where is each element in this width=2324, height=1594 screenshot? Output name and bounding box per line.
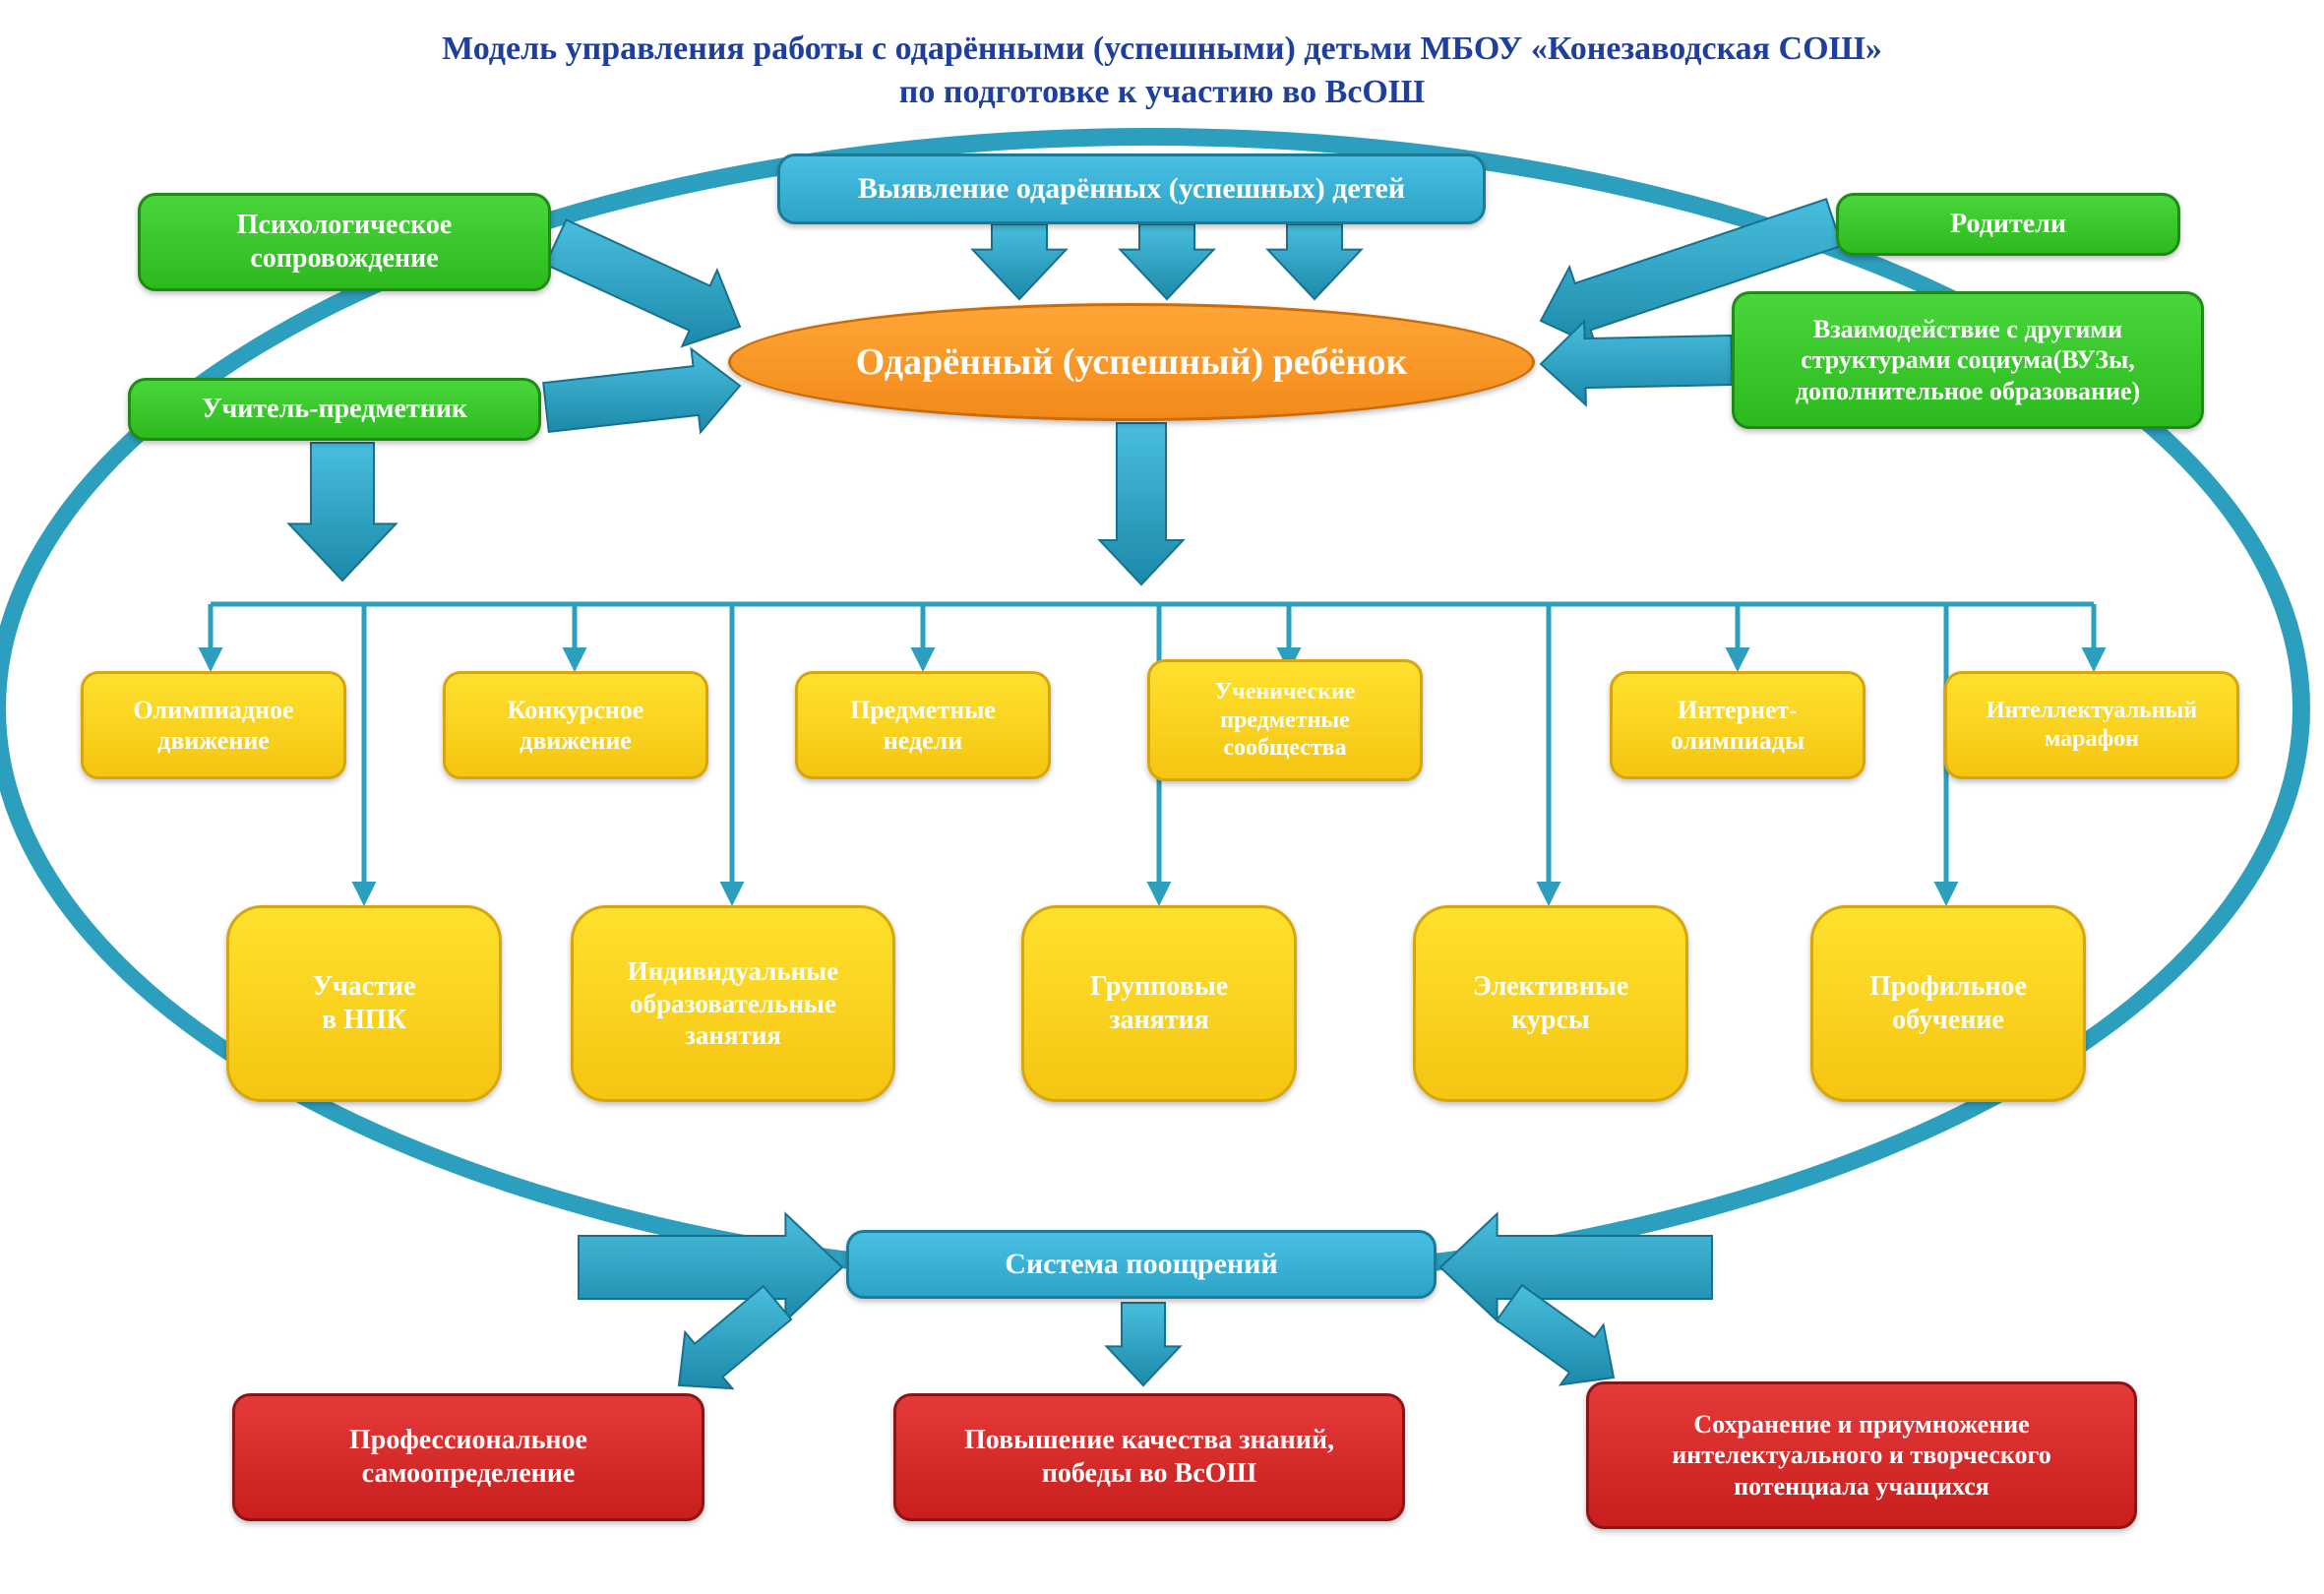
diagram-title: Модель управления работы с одарёнными (у… <box>0 28 2324 114</box>
node-r2: Повышение качества знаний, победы во ВсО… <box>893 1393 1405 1521</box>
node-y3: Предметные недели <box>795 671 1051 779</box>
node-y1: Олимпиадное движение <box>81 671 346 779</box>
node-center_ellipse: Одарённый (успешный) ребёнок <box>728 303 1535 421</box>
node-green_psych: Психологическое сопровождение <box>138 193 551 291</box>
node-yb2: Индивидуальные образовательные занятия <box>571 905 895 1102</box>
node-top_teal: Выявление одарённых (успешных) детей <box>777 153 1486 224</box>
node-y5: Интернет- олимпиады <box>1610 671 1865 779</box>
node-green_teacher: Учитель-предметник <box>128 378 541 441</box>
node-yb1: Участие в НПК <box>226 905 502 1102</box>
node-yb3: Групповые занятия <box>1021 905 1297 1102</box>
node-r1: Профессиональное самоопределение <box>232 1393 704 1521</box>
node-y4: Ученические предметные сообщества <box>1147 659 1423 781</box>
node-rewards: Система поощрений <box>846 1230 1437 1299</box>
node-green_parents: Родители <box>1836 193 2180 256</box>
node-r3: Сохранение и приумножение интелектуально… <box>1586 1381 2137 1529</box>
node-green_interact: Взаимодействие с другими структурами соц… <box>1732 291 2204 429</box>
node-yb4: Элективные курсы <box>1413 905 1688 1102</box>
node-yb5: Профильное обучение <box>1810 905 2086 1102</box>
node-y6: Интеллектуальный марафон <box>1944 671 2239 779</box>
node-y2: Конкурсное движение <box>443 671 708 779</box>
